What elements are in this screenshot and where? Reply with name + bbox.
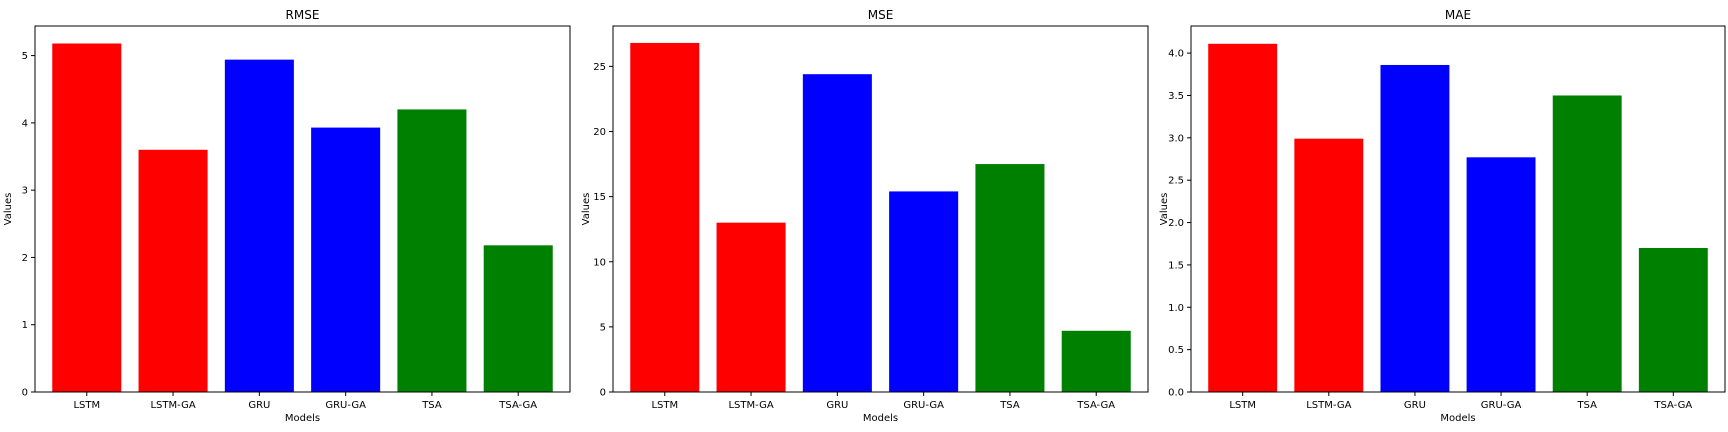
x-tick-label: TSA [421, 400, 442, 411]
bar-tsa [975, 164, 1045, 392]
y-tick-label: 2.5 [1168, 176, 1184, 187]
bar-gru [224, 59, 294, 392]
x-axis-label: Models [1440, 413, 1475, 424]
bar-tsa [397, 109, 467, 393]
x-tick-label: TSA-GA [1653, 400, 1692, 411]
x-tick-label: TSA [1576, 400, 1597, 411]
chart-title: RMSE [286, 8, 320, 22]
y-tick-label: 2.0 [1168, 218, 1184, 229]
x-tick-label: LSTM-GA [1306, 400, 1351, 411]
plot-frame [1190, 25, 1726, 393]
x-tick-label: TSA [999, 400, 1020, 411]
bar-tsa [1552, 95, 1622, 392]
y-tick-label: 15 [593, 192, 606, 203]
y-axis-label: Values [3, 193, 14, 226]
y-tick-label: 3.0 [1168, 133, 1184, 144]
y-tick-label: 10 [593, 257, 606, 268]
bar-lstm-ga [138, 149, 208, 392]
y-tick-label: 3 [22, 186, 28, 197]
x-tick-label: GRU [826, 400, 848, 411]
y-tick-label: 0 [600, 388, 606, 399]
bar-gru-ga [1466, 157, 1536, 392]
chart-title: MSE [868, 8, 894, 22]
bar-tsa-ga [483, 245, 553, 392]
plot-frame [34, 25, 571, 393]
y-tick-label: 20 [593, 127, 606, 138]
chart-panel-mae: LSTM LSTM-GA GRU GRU-GA TSA TSA-GA 0.0 0.5 1.0 1.… [1159, 8, 1726, 424]
bar-lstm [630, 42, 700, 393]
x-tick-label: GRU-GA [325, 400, 366, 411]
bar-lstm-ga [716, 222, 786, 392]
y-tick-label: 4.0 [1168, 49, 1184, 60]
x-tick-label: LSTM-GA [728, 400, 773, 411]
y-tick-label: 0.5 [1168, 345, 1184, 356]
y-tick-label: 5 [22, 51, 28, 62]
y-tick-label: 0.0 [1168, 388, 1184, 399]
plot-frame [612, 25, 1149, 393]
x-tick-label: LSTM [73, 400, 100, 411]
y-axis-label: Values [1159, 193, 1170, 226]
x-axis-label: Models [863, 413, 898, 424]
chart-panel-rmse: LSTM LSTM-GA GRU GRU-GA TSA TSA-GA 0 1 2 3 4 5 RMSE M… [3, 8, 571, 424]
bar-gru [802, 74, 872, 392]
x-tick-label: GRU-GA [903, 400, 944, 411]
y-axis-label: Values [581, 193, 592, 226]
y-tick-label: 1.0 [1168, 303, 1184, 314]
y-tick-label: 5 [600, 322, 606, 333]
y-tick-label: 1.5 [1168, 260, 1184, 271]
bar-gru-ga [311, 127, 381, 392]
chart-panel-mse: LSTM LSTM-GA GRU GRU-GA TSA TSA-GA 0 5 10 15 20 25 M… [581, 8, 1149, 424]
x-tick-label: TSA-GA [1076, 400, 1115, 411]
y-tick-label: 0 [22, 388, 28, 399]
x-tick-label: TSA-GA [498, 400, 537, 411]
bar-lstm-ga [1294, 138, 1364, 392]
x-tick-label: LSTM-GA [150, 400, 195, 411]
chart-title: MAE [1445, 8, 1471, 22]
x-axis-label: Models [285, 413, 320, 424]
x-tick-label: GRU [248, 400, 270, 411]
y-tick-label: 1 [22, 320, 28, 331]
y-tick-label: 4 [22, 118, 28, 129]
bar-lstm [52, 43, 122, 392]
y-tick-label: 3.5 [1168, 91, 1184, 102]
bar-tsa-ga [1638, 247, 1708, 392]
y-tick-label: 2 [22, 253, 28, 264]
x-tick-label: GRU-GA [1481, 400, 1522, 411]
y-tick-label: 25 [593, 62, 606, 73]
bar-gru-ga [889, 191, 959, 392]
x-tick-label: GRU [1404, 400, 1426, 411]
x-tick-label: LSTM [651, 400, 678, 411]
x-tick-label: LSTM [1229, 400, 1256, 411]
bar-tsa-ga [1061, 330, 1131, 392]
bar-gru [1380, 64, 1450, 392]
bar-lstm [1208, 43, 1278, 393]
